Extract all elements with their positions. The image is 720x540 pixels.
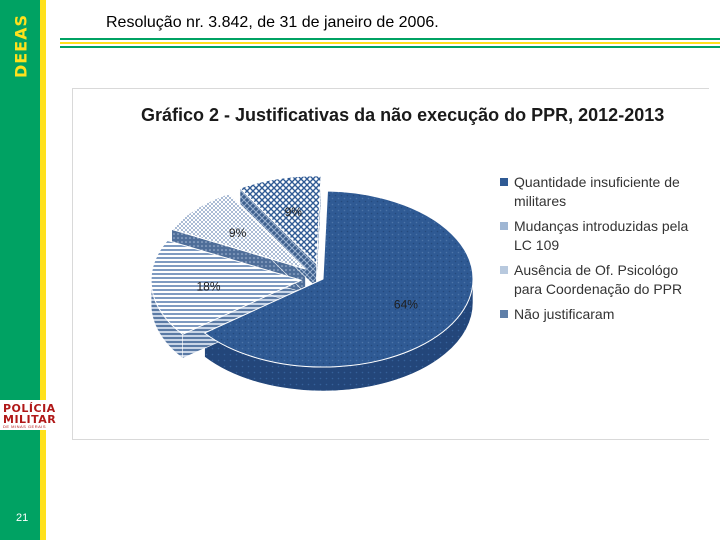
pie-data-label-1: 64%: [394, 298, 418, 312]
legend-label-2: Mudanças introduzidas pela LC 109: [514, 218, 689, 253]
header-divider: [60, 38, 720, 50]
legend-item-4: Não justificaram: [498, 305, 708, 324]
legend-label-4: Não justificaram: [514, 306, 615, 322]
logo-line-1: POLÍCIA: [3, 402, 56, 415]
sidebar: DEEAS POLÍCIA MILITAR DE MINAS GERAIS 21: [0, 0, 60, 540]
police-logo: POLÍCIA MILITAR DE MINAS GERAIS: [0, 400, 60, 430]
pie-chart: 64% 18% 9% 9%: [150, 175, 474, 392]
chart-legend: Quantidade insuficiente de militares Muda…: [498, 173, 708, 330]
legend-swatch-1: [500, 178, 508, 186]
header-line-green-bottom: [60, 46, 720, 48]
legend-swatch-4: [500, 310, 508, 318]
legend-label-3: Ausência de Of. Psicológo para Coordenaç…: [514, 262, 683, 297]
legend-item-2: Mudanças introduzidas pela LC 109: [498, 217, 708, 255]
brand-label: DEEAS: [11, 13, 31, 79]
pie-slice-3: [170, 192, 306, 270]
page-number: 21: [16, 512, 29, 524]
pie-data-label-3: 9%: [229, 226, 247, 240]
logo-line-3: DE MINAS GERAIS: [3, 424, 47, 429]
legend-label-1: Quantidade insuficiente de militares: [514, 174, 680, 209]
legend-item-1: Quantidade insuficiente de militares: [498, 173, 708, 211]
header-line-yellow: [60, 42, 720, 44]
pie-data-label-4: 9%: [285, 205, 303, 219]
sidebar-green-band: [0, 0, 40, 540]
header-line-green-top: [60, 38, 720, 40]
legend-swatch-2: [500, 222, 508, 230]
chart-title: Gráfico 2 - Justificativas da não execuç…: [141, 105, 665, 125]
legend-swatch-3: [500, 266, 508, 274]
legend-item-3: Ausência de Of. Psicológo para Coordenaç…: [498, 261, 708, 299]
pie-slice-2: [150, 239, 303, 335]
pie-slice-1: [203, 190, 474, 368]
sidebar-yellow-band: [40, 0, 46, 540]
pie-tops: [150, 175, 474, 368]
sidebar-brand: DEEAS: [4, 10, 38, 78]
logo-line-2: MILITAR: [3, 413, 57, 426]
pie-data-label-2: 18%: [197, 279, 221, 293]
pie-slice-4: [239, 175, 322, 266]
slide-header-title: Resolução nr. 3.842, de 31 de janeiro de…: [106, 14, 439, 31]
chart-frame: Gráfico 2 - Justificativas da não execuç…: [72, 88, 709, 440]
pie-data-labels: 64% 18% 9% 9%: [197, 205, 419, 312]
